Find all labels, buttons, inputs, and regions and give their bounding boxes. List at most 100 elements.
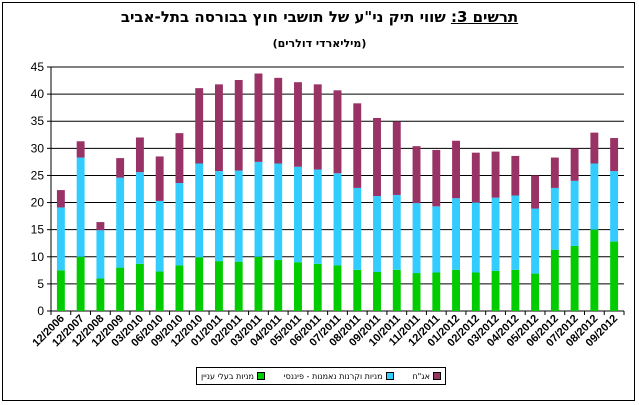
bar-segment-equity [590,229,599,311]
bar-segment-funds [76,157,85,257]
bar-segment-funds [195,163,204,258]
y-tick-label: 45 [31,60,45,74]
bar-segment-equity [373,271,381,311]
bar-segment-funds [511,195,520,270]
bar-segment-bonds [570,148,579,181]
bar-segment-funds [234,170,243,262]
y-tick-label: 40 [31,87,45,101]
bar-segment-funds [392,194,401,270]
bar-segment-equity [96,278,105,311]
bar-segment-funds [274,163,283,261]
bar-segment-funds [373,196,381,272]
chart-title-label: תרשים 3: [450,8,519,26]
bar-segment-equity [254,256,263,311]
bar-segment-bonds [590,132,599,164]
bar-segment-bonds [531,175,540,209]
bar-segment-bonds [195,88,204,164]
chart-legend: אג"ח מניות וקרנות נאמנות - פיננסי מניות … [196,367,446,385]
bar-segment-funds [491,197,500,271]
bar-segment-funds [313,169,322,264]
bar-segment-funds [175,183,184,266]
bar-segment-bonds [234,80,243,171]
bar-segment-equity [570,245,579,311]
bar-segment-equity [175,265,184,311]
bar-segment-equity [491,270,500,311]
y-tick-label: 15 [31,223,45,237]
bar-segment-funds [353,187,362,270]
bar-segment-bonds [392,121,401,195]
chart-subtitle: (מיליארדי דולרים) [272,37,367,50]
bar-segment-funds [471,202,480,273]
y-tick-label: 5 [37,277,44,291]
bar-segment-equity [333,265,342,311]
bar-segment-equity [432,272,441,311]
legend-swatch-funds [385,372,394,380]
bar-segment-bonds [274,77,283,164]
bar-segment-equity [274,260,283,311]
bar-segment-funds [214,171,223,262]
bar-segment-funds [96,230,105,279]
bar-segment-bonds [175,133,184,184]
bar-segment-bonds [76,141,85,158]
bar-segment-equity [452,269,461,311]
bar-segment-equity [155,271,164,311]
bar-segment-bonds [254,73,263,162]
bar-segment-equity [76,256,85,311]
chart-title-text: שווי תיק ני"ע של תושבי חוץ בבורסה בתל-אב… [120,8,446,26]
bar-segment-bonds [610,138,619,172]
bar-segment-bonds [96,222,105,231]
y-tick-label: 30 [31,141,45,155]
bar-segment-bonds [135,137,144,173]
bar-segment-funds [432,206,441,273]
bar-segment-equity [531,273,540,311]
bar-segment-equity [234,261,243,311]
legend-label-equity: מניות בעלי עניין [201,371,254,381]
bar-segment-funds [531,208,540,274]
bar-segment-bonds [471,152,480,203]
bar-segment-bonds [432,149,441,207]
bar-segment-bonds [214,84,223,172]
bar-segment-equity [56,270,65,311]
bar-segment-bonds [452,140,461,199]
bar-segment-bonds [373,117,381,197]
legend-item-bonds: אג"ח [412,372,441,381]
bar-segment-bonds [511,155,520,196]
bar-segment-equity [392,269,401,311]
bar-segment-funds [590,163,599,230]
y-tick-label: 10 [31,250,45,264]
bar-segment-funds [254,161,263,257]
y-tick-label: 25 [31,168,45,182]
chart-title: תרשים 3: שווי תיק ני"ע של תושבי חוץ בבור… [0,8,639,26]
bar-segment-funds [56,207,65,271]
bar-segment-bonds [550,157,559,188]
bar-segment-funds [452,198,461,270]
bar-segment-bonds [155,156,164,201]
bar-segment-funds [135,172,144,264]
legend-swatch-equity [256,372,265,380]
bar-segment-equity [471,272,480,311]
bar-segment-funds [294,166,302,263]
bar-segment-equity [214,261,223,311]
legend-item-equity: מניות בעלי עניין [201,372,265,381]
bar-segment-bonds [491,151,500,198]
bar-segment-equity [412,273,421,311]
y-tick-label: 20 [31,196,45,210]
y-tick-label: 0 [37,304,44,318]
bar-segment-bonds [294,82,302,167]
bar-segment-equity [294,262,302,311]
bar-segment-funds [550,187,559,250]
bar-segment-funds [155,200,164,272]
bar-segment-equity [353,269,362,311]
bar-segment-funds [570,180,579,246]
bar-segment-bonds [56,190,65,208]
bar-segment-equity [511,269,520,311]
bar-segment-bonds [353,103,362,188]
legend-item-funds: מניות וקרנות נאמנות - פיננסי [284,372,394,381]
bar-segment-bonds [333,90,342,174]
bar-segment-equity [195,257,204,311]
bar-segment-equity [610,241,619,311]
bar-segment-equity [313,263,322,311]
bar-segment-bonds [412,146,421,204]
bar-segment-equity [550,249,559,311]
